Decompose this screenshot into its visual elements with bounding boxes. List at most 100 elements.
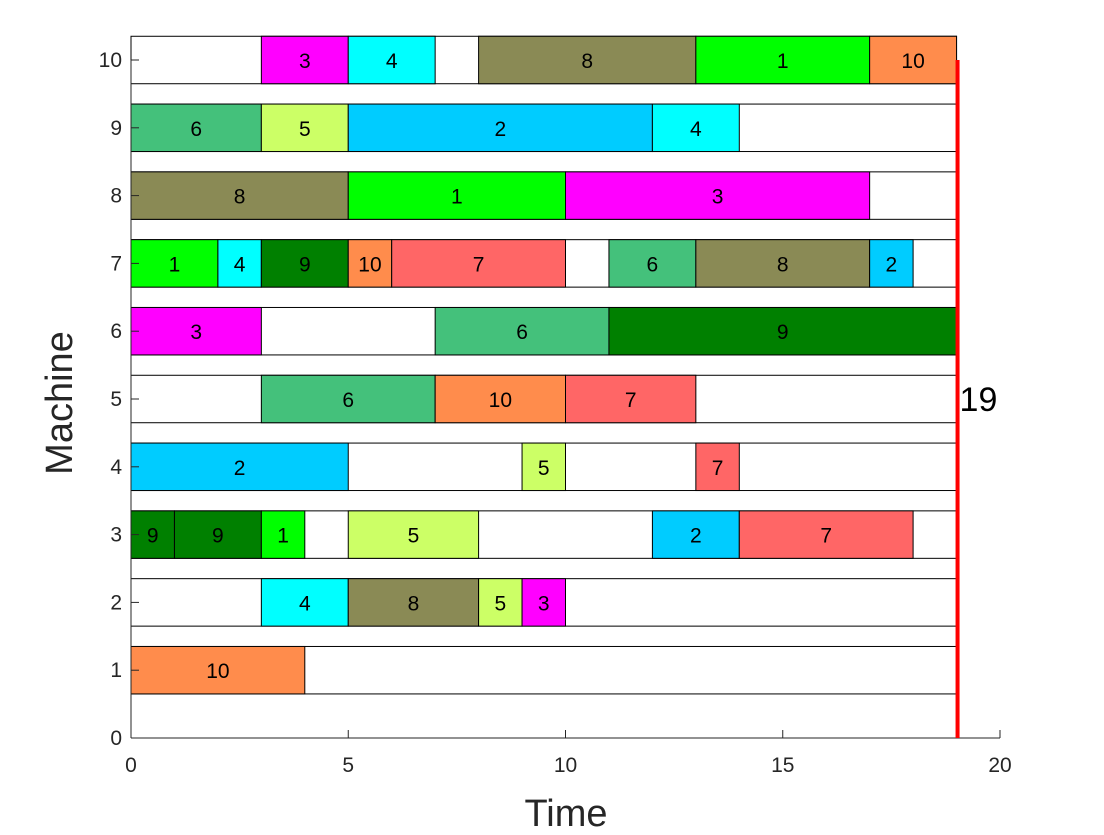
- operation-label: 10: [206, 660, 229, 683]
- y-tick-label: 8: [110, 185, 122, 208]
- y-tick-label: 0: [110, 727, 122, 750]
- x-tick-label: 15: [771, 754, 794, 777]
- makespan-label: 19: [960, 381, 998, 419]
- operation-label: 3: [190, 321, 202, 344]
- operation-label: 5: [494, 592, 506, 615]
- operation-bar: [565, 374, 697, 424]
- operation-label: 7: [820, 525, 832, 548]
- operation-bar: [434, 306, 610, 356]
- y-tick-label: 4: [110, 456, 122, 479]
- operation-bar: [608, 306, 958, 356]
- operation-label: 1: [451, 186, 463, 209]
- operation-label: 1: [277, 525, 289, 548]
- operation-bar: [521, 578, 566, 627]
- operation-label: 5: [408, 525, 420, 548]
- operation-bar: [695, 442, 740, 492]
- operation-label: 4: [386, 50, 398, 73]
- operation-label: 5: [538, 457, 550, 480]
- operation-bar: [738, 510, 914, 559]
- operation-bar: [347, 239, 393, 288]
- operation-label: 1: [777, 50, 789, 73]
- y-tick-label: 6: [110, 320, 122, 343]
- operation-bar: [130, 306, 262, 356]
- x-axis-title: Time: [524, 793, 607, 835]
- operation-label: 3: [538, 592, 550, 615]
- operation-label: 3: [712, 186, 724, 209]
- operation-bar: [130, 239, 219, 288]
- operation-bar: [260, 578, 349, 627]
- operation-bar: [130, 645, 306, 695]
- operation-label: 4: [690, 118, 702, 141]
- operation-label: 2: [690, 525, 702, 548]
- operation-bar: [217, 239, 262, 288]
- operation-bar: [695, 239, 871, 288]
- operation-label: 5: [299, 118, 311, 141]
- x-tick-label: 0: [125, 754, 137, 777]
- y-tick-label: 2: [110, 591, 122, 614]
- x-tick-label: 5: [342, 754, 354, 777]
- operation-bar: [869, 35, 958, 85]
- makespan-marker: 19: [955, 60, 998, 738]
- y-axis-title: Machine: [39, 331, 81, 475]
- y-tick-label: 9: [110, 117, 122, 140]
- y-tick-label: 3: [110, 524, 122, 547]
- x-tick-label: 10: [554, 754, 577, 777]
- operation-label: 10: [358, 253, 381, 276]
- operation-bar: [260, 103, 349, 153]
- operation-label: 10: [489, 389, 512, 412]
- y-tick-label: 5: [110, 388, 122, 411]
- operation-bar: [565, 171, 871, 220]
- operation-label: 3: [299, 50, 311, 73]
- operation-label: 7: [712, 457, 724, 480]
- operation-bar: [173, 510, 262, 559]
- operation-bar: [651, 103, 740, 153]
- operation-bar: [260, 35, 349, 85]
- operation-bar: [608, 239, 697, 288]
- operation-label: 6: [516, 321, 528, 344]
- operation-label: 4: [299, 592, 311, 615]
- operation-label: 9: [777, 321, 789, 344]
- operation-bar: [347, 103, 653, 153]
- operation-label: 9: [147, 525, 159, 548]
- y-tick-label: 7: [110, 252, 122, 275]
- x-tick-label: 20: [988, 754, 1011, 777]
- operation-label: 1: [169, 253, 181, 276]
- operation-bar: [260, 239, 349, 288]
- operation-label: 10: [901, 50, 924, 73]
- operation-label: 8: [234, 186, 246, 209]
- operation-bar: [869, 239, 914, 288]
- operation-bar: [521, 442, 566, 492]
- operation-bar: [695, 35, 871, 85]
- operation-bar: [260, 510, 306, 559]
- operation-label: 8: [777, 253, 789, 276]
- operation-bar: [347, 578, 480, 627]
- operation-label: 6: [190, 118, 202, 141]
- operation-label: 6: [342, 389, 354, 412]
- y-tick-label: 10: [99, 49, 122, 72]
- y-tick-label: 1: [110, 659, 122, 682]
- operation-label: 8: [408, 592, 420, 615]
- operation-label: 8: [581, 50, 593, 73]
- operation-bars: 10 4 8 5 3 9 9 1 5 2 7 2 5 7 6 10 7 3 6 9 1 4 9 10 7 6 8 2 8 1 3 6 5 2 4 3 4…: [130, 35, 958, 695]
- operation-label: 4: [234, 253, 246, 276]
- operation-bar: [260, 374, 436, 424]
- operation-label: 9: [212, 525, 224, 548]
- operation-bar: [347, 171, 566, 220]
- operation-bar: [478, 578, 523, 627]
- operation-bar: [478, 35, 697, 85]
- operation-bar: [651, 510, 740, 559]
- operation-bar: [391, 239, 567, 288]
- operation-label: 7: [625, 389, 637, 412]
- operation-bar: [130, 103, 262, 153]
- operation-label: 2: [886, 253, 898, 276]
- operation-label: 6: [647, 253, 659, 276]
- operation-bar: [347, 510, 480, 559]
- operation-label: 2: [234, 457, 246, 480]
- operation-bar: [130, 171, 349, 220]
- operation-label: 9: [299, 253, 311, 276]
- operation-label: 7: [473, 253, 485, 276]
- operation-label: 2: [494, 118, 506, 141]
- operation-bar: [347, 35, 436, 85]
